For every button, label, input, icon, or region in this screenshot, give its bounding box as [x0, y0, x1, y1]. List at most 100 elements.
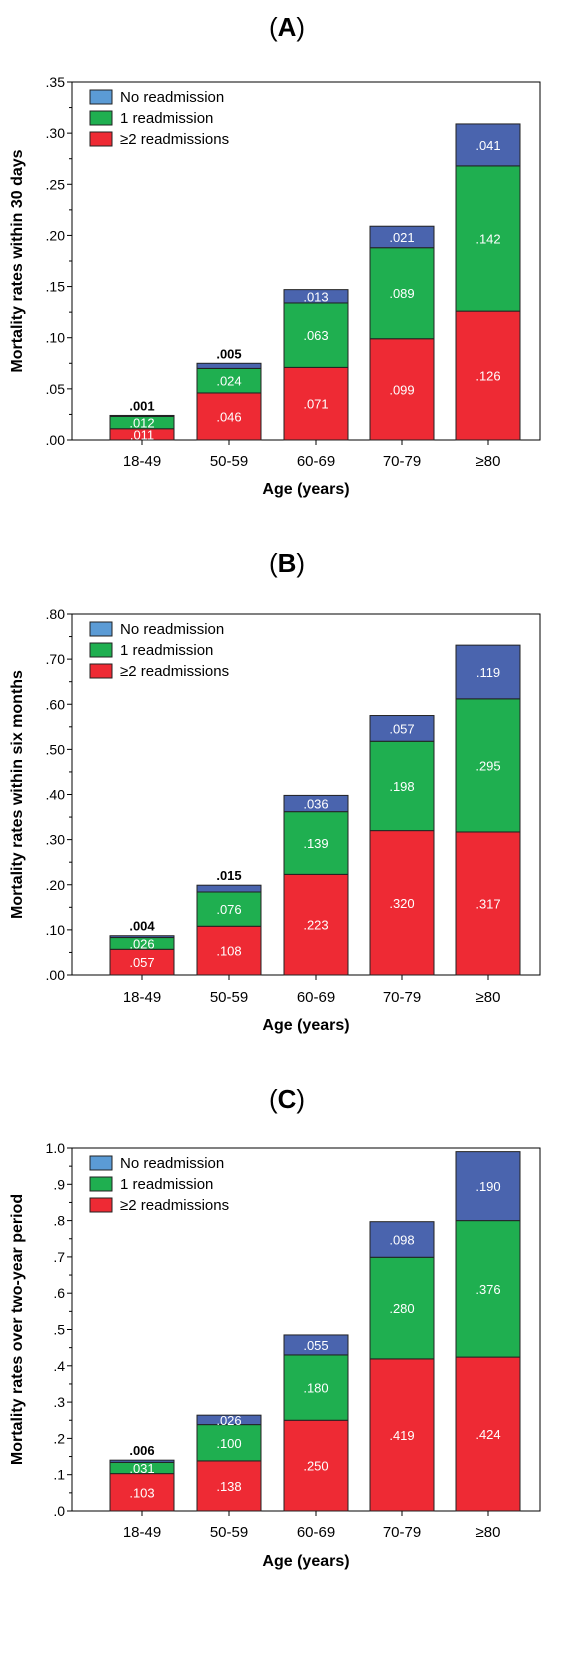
legend-swatch — [89, 621, 113, 637]
bar-segment-one-readmission — [369, 740, 435, 832]
legend-swatch — [89, 110, 113, 126]
panel-label: (C) — [269, 1084, 305, 1114]
data-label: .036 — [303, 797, 328, 812]
legend-label: 1 readmission — [120, 642, 213, 659]
data-label: .108 — [216, 944, 241, 959]
bar-segment-no-readmission — [109, 1459, 175, 1463]
legend-label: ≥2 readmissions — [120, 663, 229, 680]
panel-letter: A — [278, 12, 297, 42]
data-label: .046 — [216, 409, 241, 424]
data-label: .250 — [303, 1459, 328, 1474]
y-tick-label: .70 — [46, 651, 66, 667]
x-tick-label: ≥80 — [476, 989, 501, 1006]
chart-panel-a: (A) .00 .05 .10 .15 .20 .25 .30 .35 Mortality rat… — [9, 12, 541, 498]
panel-paren-open: ( — [269, 1084, 278, 1114]
y-axis-title: Mortality rates over two-year period — [9, 1194, 26, 1465]
data-label: .424 — [475, 1427, 500, 1442]
data-label: .005 — [216, 346, 241, 361]
x-tick-label: 18-49 — [123, 1524, 161, 1541]
data-label: .317 — [475, 896, 500, 911]
bar-segment-no-readmission — [283, 794, 349, 813]
data-label: .295 — [475, 758, 500, 773]
data-label: .057 — [389, 721, 414, 736]
data-label: .198 — [389, 779, 414, 794]
x-tick-label: 60-69 — [297, 1524, 335, 1541]
data-label: .320 — [389, 896, 414, 911]
y-tick-label: .35 — [46, 74, 66, 90]
chart-panel-b: (B) .00 .10 .20 .30 .40 .50 .60 .70 .80 Mortality … — [9, 548, 541, 1034]
y-tick-label: .80 — [46, 606, 66, 622]
data-label: .138 — [216, 1479, 241, 1494]
bar-segment-two-plus — [369, 1358, 435, 1512]
legend-label: ≥2 readmissions — [120, 131, 229, 148]
data-label: .013 — [303, 289, 328, 304]
legend-swatch — [89, 1155, 113, 1171]
data-label: .063 — [303, 328, 328, 343]
data-label: .099 — [389, 382, 414, 397]
bar-segment-no-readmission — [369, 1221, 435, 1258]
data-label: .011 — [130, 427, 154, 442]
legend-swatch — [89, 663, 113, 679]
x-tick-label: 60-69 — [297, 989, 335, 1006]
panel-letter: C — [278, 1084, 297, 1114]
bar-segment-no-readmission — [196, 884, 262, 893]
y-tick-label: .60 — [46, 696, 66, 712]
legend-swatch — [89, 1197, 113, 1213]
x-tick-label: 50-59 — [210, 1524, 248, 1541]
bar-segment-two-plus — [369, 830, 435, 976]
bar-segment-no-readmission — [109, 935, 175, 939]
y-tick-label: .20 — [46, 877, 66, 893]
y-tick-label: .10 — [46, 922, 66, 938]
y-tick-label: 1.0 — [46, 1140, 66, 1156]
bar-segment-one-readmission — [455, 1220, 521, 1358]
data-label: .031 — [129, 1461, 154, 1476]
legend-label: 1 readmission — [120, 1176, 213, 1193]
panel-paren-close: ) — [296, 548, 305, 578]
panel-letter: B — [278, 548, 297, 578]
data-label: .012 — [129, 416, 154, 431]
bar-segment-no-readmission — [283, 1334, 349, 1356]
y-tick-label: .4 — [53, 1358, 65, 1374]
y-tick-label: .40 — [46, 787, 66, 803]
y-tick-label: .7 — [53, 1249, 65, 1265]
data-label: .139 — [303, 836, 328, 851]
x-axis-title: Age (years) — [262, 481, 349, 498]
legend-swatch — [89, 1176, 113, 1192]
x-axis-title: Age (years) — [262, 1017, 349, 1034]
data-label: .076 — [216, 902, 241, 917]
bar-segment-one-readmission — [369, 247, 435, 340]
bar-segment-no-readmission — [196, 362, 262, 369]
legend-label: No readmission — [120, 1155, 224, 1172]
data-label: .057 — [129, 955, 154, 970]
bar-segment-two-plus — [196, 925, 262, 976]
bar-segment-no-readmission — [455, 644, 521, 700]
y-tick-label: .5 — [53, 1322, 65, 1338]
y-tick-label: .50 — [46, 741, 66, 757]
data-label: .015 — [216, 868, 241, 883]
panel-paren-open: ( — [269, 548, 278, 578]
y-axis-title: Mortality rates within 30 days — [9, 149, 26, 372]
data-label: .126 — [475, 369, 500, 384]
bar-segment-two-plus — [196, 392, 262, 441]
y-tick-label: .20 — [46, 227, 66, 243]
panel-label: (A) — [269, 12, 305, 42]
y-tick-label: .9 — [53, 1176, 65, 1192]
data-label: .098 — [389, 1232, 414, 1247]
data-label: .001 — [129, 398, 154, 413]
bar-segment-no-readmission — [369, 715, 435, 742]
data-label: .024 — [216, 374, 241, 389]
data-label: .223 — [303, 918, 328, 933]
data-label: .280 — [389, 1301, 414, 1316]
y-tick-label: .8 — [53, 1213, 65, 1229]
y-axis-title: Mortality rates within six months — [9, 670, 26, 919]
data-label: .055 — [303, 1338, 328, 1353]
data-label: .004 — [129, 919, 155, 934]
data-label: .119 — [476, 665, 500, 680]
bar-segment-no-readmission — [369, 225, 435, 249]
y-tick-label: .25 — [46, 176, 66, 192]
y-tick-label: .10 — [46, 330, 66, 346]
bar-segment-one-readmission — [283, 302, 349, 368]
bar-segment-two-plus — [369, 338, 435, 441]
bar-segment-two-plus — [455, 831, 521, 976]
data-label: .026 — [129, 936, 154, 951]
